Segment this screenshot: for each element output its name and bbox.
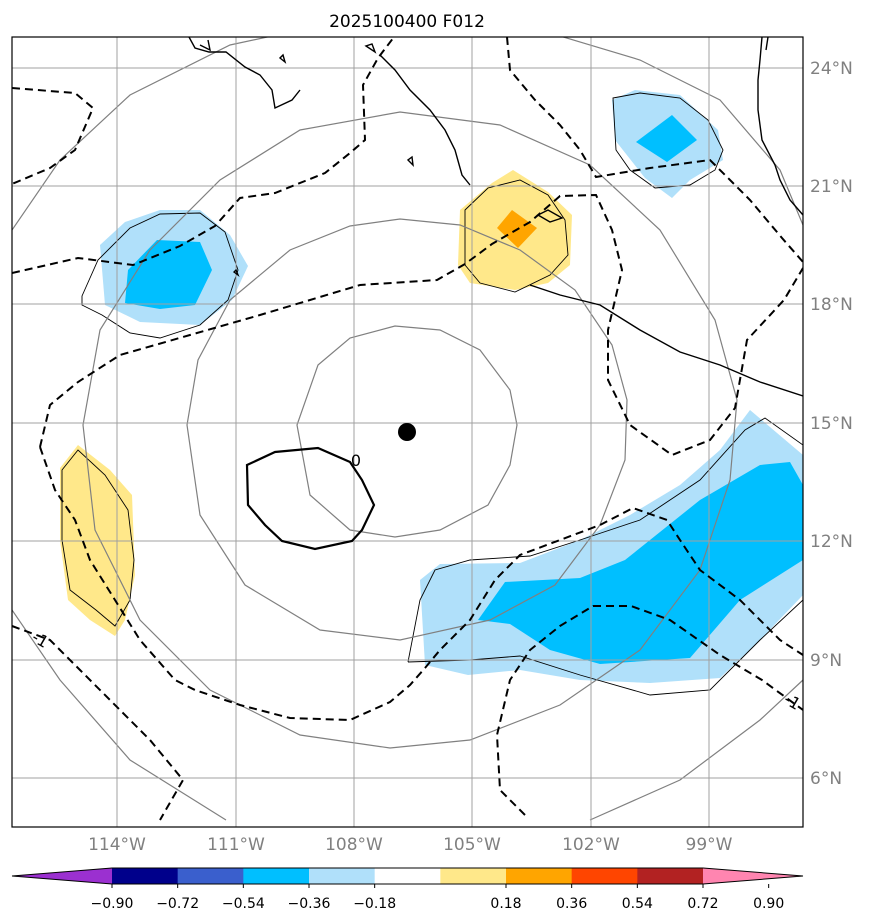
colorbar-tick-label: 0.90 [753,896,784,912]
latitude-labels: 6°N 9°N 12°N 15°N 18°N 21°N 24°N [810,59,853,789]
colorbar-tick-label: 0.72 [687,896,718,912]
colorbar-segment [309,868,376,884]
colorbar-segment [112,868,179,884]
colorbar [11,867,804,885]
colorbar-extend-low [12,868,112,884]
range-rings [12,37,803,821]
lat-label-18n: 18°N [810,295,853,315]
contour-label-neg1-east: -1 [781,689,804,713]
map-area: 0 -1 -1 [12,37,804,827]
contour-label-neg1-west: -1 [29,627,52,651]
dashed-contours [12,37,803,821]
colorbar-segment [637,868,704,884]
lat-label-15n: 15°N [810,414,853,434]
colorbar-segment [243,868,310,884]
lon-label-99w: 99°W [686,835,733,855]
lon-label-108w: 108°W [325,835,383,855]
colorbar-tick-label: −0.18 [353,896,396,912]
shade-cyan-ne [636,115,697,162]
lat-label-12n: 12°N [810,532,853,552]
figure-title: 2025100400 F012 [329,12,485,32]
lon-label-105w: 105°W [443,835,501,855]
zero-contour [245,446,376,551]
colorbar-segment [177,868,244,884]
lat-label-6n: 6°N [810,769,842,789]
colorbar-segment [506,868,573,884]
lat-label-21n: 21°N [810,177,853,197]
colorbar-segment [440,868,507,884]
colorbar-tick-label: −0.72 [156,896,199,912]
thin-contours [61,92,803,696]
shade-cyan-nw [125,240,212,309]
storm-center-marker [398,423,416,441]
lon-label-114w: 114°W [88,835,146,855]
longitude-labels: 114°W 111°W 108°W 105°W 102°W 99°W [88,835,733,855]
graticule [12,37,803,827]
lon-label-102w: 102°W [562,835,620,855]
colorbar-segment [571,868,638,884]
colorbar-tick-label: 0.36 [556,896,587,912]
coastlines [188,37,803,397]
colorbar-extend-high [703,868,803,884]
colorbar-segment [374,868,441,884]
colorbar-labels: −0.90 −0.72 −0.54 −0.36 −0.18 0.18 0.36 0.54 0.7… [91,884,784,912]
colorbar-tick-label: −0.36 [288,896,331,912]
lon-label-111w: 111°W [207,835,265,855]
colorbar-tick-label: 0.54 [622,896,653,912]
map-frame [11,36,804,828]
lat-label-24n: 24°N [810,59,853,79]
colorbar-tick-label: −0.54 [222,896,265,912]
lat-label-9n: 9°N [810,651,842,671]
contour-label-0: 0 [351,451,361,470]
colorbar-tick-label: −0.90 [91,896,134,912]
colorbar-tick-label: 0.18 [490,896,521,912]
shade-cyan-se [478,462,803,664]
